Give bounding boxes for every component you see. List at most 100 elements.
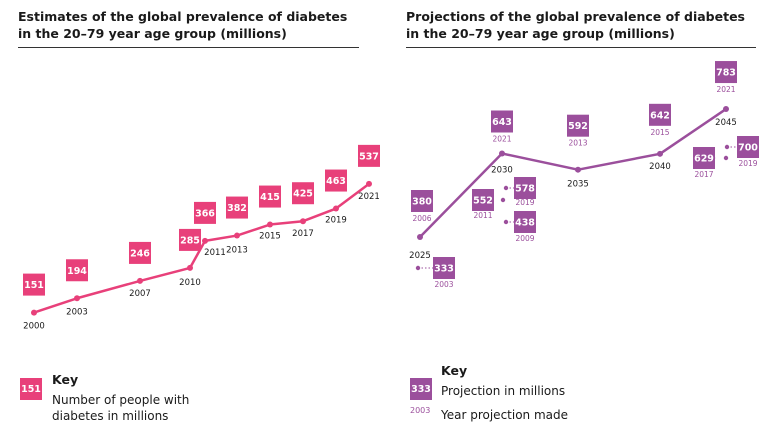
left-bar-2007-box (129, 241, 151, 264)
left-year-label-2011: 2011 (204, 248, 226, 258)
left-bar-2017-value-label: 425 (293, 189, 313, 200)
right-earlier-dot-4 (723, 155, 729, 161)
right-point-2035 (575, 166, 581, 173)
left-bar-2013-box (226, 196, 248, 219)
left-year-label-2003: 2003 (66, 307, 88, 317)
left-bar-2015-value-label: 415 (260, 192, 280, 203)
right-bar-2035-value-label: 592 (568, 121, 588, 132)
left-key-label: Number of people with diabetes in millio… (52, 393, 190, 423)
right-earlier-2045-2017-value-label: 629 (694, 154, 714, 165)
left-bar-2013-value-label: 382 (227, 203, 247, 214)
right-bar-2040-value-label: 642 (650, 110, 670, 121)
right-year-label-2035: 2035 (567, 180, 589, 190)
left-bar-2017-box (292, 182, 314, 205)
right-earlier-2030-2019-value-label: 578 (515, 184, 535, 195)
right-year-label-2030: 2030 (491, 165, 513, 175)
right-year-label-2045: 2045 (715, 118, 737, 128)
right-earlier-2030-2011-value-label: 552 (473, 196, 493, 207)
right-earlier-year-made-3: 2009 (515, 234, 534, 243)
right-year-made-2025: 2006 (412, 214, 431, 223)
left-point-2015 (267, 221, 273, 228)
right-earlier-year-made-1: 2011 (473, 211, 492, 220)
right-bar-2035-box (567, 114, 589, 137)
right-point-2030 (499, 150, 505, 157)
right-bar-2045-value-label: 783 (716, 68, 736, 79)
right-earlier-year-made-2: 2019 (515, 198, 534, 207)
right-point-2025 (417, 234, 423, 240)
left-title-rule (18, 47, 359, 48)
right-bar-2030-box (491, 110, 513, 133)
left-point-2021 (366, 180, 372, 187)
left-bar-2011-box (194, 201, 216, 224)
right-key-year-label: Year projection made (441, 408, 569, 422)
right-year-made-2040: 2015 (650, 128, 669, 137)
left-point-2000 (31, 309, 37, 316)
right-earlier-dot-2 (503, 185, 509, 191)
left-point-2010 (187, 264, 193, 271)
right-title-rule (406, 47, 756, 48)
right-point-2040 (657, 150, 663, 157)
left-year-label-2007: 2007 (129, 289, 151, 299)
right-earlier-year-made-4: 2017 (694, 170, 713, 179)
right-bar-2045-box (715, 61, 737, 84)
left-series-line (33, 182, 370, 314)
right-year-label-2025: 2025 (409, 251, 431, 261)
left-bar-2003-box (66, 259, 88, 282)
left-year-label-2010: 2010 (179, 278, 201, 288)
left-point-2019 (333, 205, 339, 212)
right-bar-2025-value-label: 380 (412, 197, 432, 208)
right-earlier-2025-2003-value-label: 333 (434, 264, 454, 275)
left-bar-2000-box (23, 273, 45, 296)
right-year-made-2035: 2013 (568, 139, 587, 148)
right-bar-2040-box (649, 103, 671, 126)
right-earlier-2030-2009-box (514, 211, 536, 233)
right-earlier-dot-5 (724, 144, 730, 150)
left-year-label-2013: 2013 (226, 246, 248, 256)
left-bar-2021-value-label: 537 (359, 151, 379, 162)
right-earlier-2045-2019-box (737, 136, 759, 158)
right-earlier-2030-2019-box (514, 177, 536, 199)
left-key-title: Key (52, 372, 79, 387)
right-earlier-year-made-5: 2019 (738, 159, 757, 168)
right-earlier-dot-3 (503, 219, 509, 225)
right-earlier-dot-1 (500, 197, 506, 203)
left-year-label-2017: 2017 (292, 229, 314, 239)
left-bar-2000-value-label: 151 (24, 280, 44, 291)
left-bar-2019-box (325, 169, 347, 192)
left-bar-2021-box (358, 144, 380, 167)
right-earlier-2045-2019-value-label: 700 (738, 143, 758, 154)
left-year-label-2015: 2015 (259, 232, 281, 242)
right-chart-title: Projections of the global prevalence of … (406, 9, 745, 41)
left-key-sample-box: 151 (20, 378, 42, 400)
right-key-title: Key (441, 363, 468, 378)
left-chart-title: Estimates of the global prevalence of di… (18, 9, 348, 41)
right-key-sample-year: 2003 (410, 406, 431, 415)
right-key-value-label: Projection in millions (441, 384, 566, 398)
right-year-label-2040: 2040 (649, 162, 671, 172)
left-bar-2019-value-label: 463 (326, 176, 346, 187)
left-bar-2010-value-label: 285 (180, 235, 200, 246)
right-earlier-2045-2017-box (693, 147, 715, 169)
right-earlier-dot-0 (415, 265, 421, 271)
left-bar-2015-box (259, 185, 281, 208)
right-earlier-year-made-0: 2003 (434, 280, 453, 289)
right-key-sample-box: 333 (410, 378, 432, 400)
left-bar-2007-value-label: 246 (130, 248, 150, 259)
right-bar-2025-box (411, 190, 433, 212)
right-point-2045 (723, 106, 729, 113)
left-bar-2010-box (179, 228, 201, 251)
right-year-made-2045: 2021 (716, 85, 735, 94)
left-point-2003 (74, 295, 80, 302)
right-earlier-2025-2003-box (433, 257, 455, 279)
right-earlier-2030-2011-box (472, 189, 494, 211)
left-year-label-2019: 2019 (325, 216, 347, 226)
left-year-label-2021: 2021 (358, 192, 380, 202)
left-bar-2003-value-label: 194 (67, 266, 87, 277)
left-point-2007 (137, 277, 143, 284)
right-year-made-2030: 2021 (492, 134, 511, 143)
right-bar-2030-value-label: 643 (492, 117, 512, 128)
left-bar-2011-value-label: 366 (195, 208, 215, 219)
left-point-2011 (202, 237, 208, 244)
left-point-2017 (300, 218, 306, 225)
